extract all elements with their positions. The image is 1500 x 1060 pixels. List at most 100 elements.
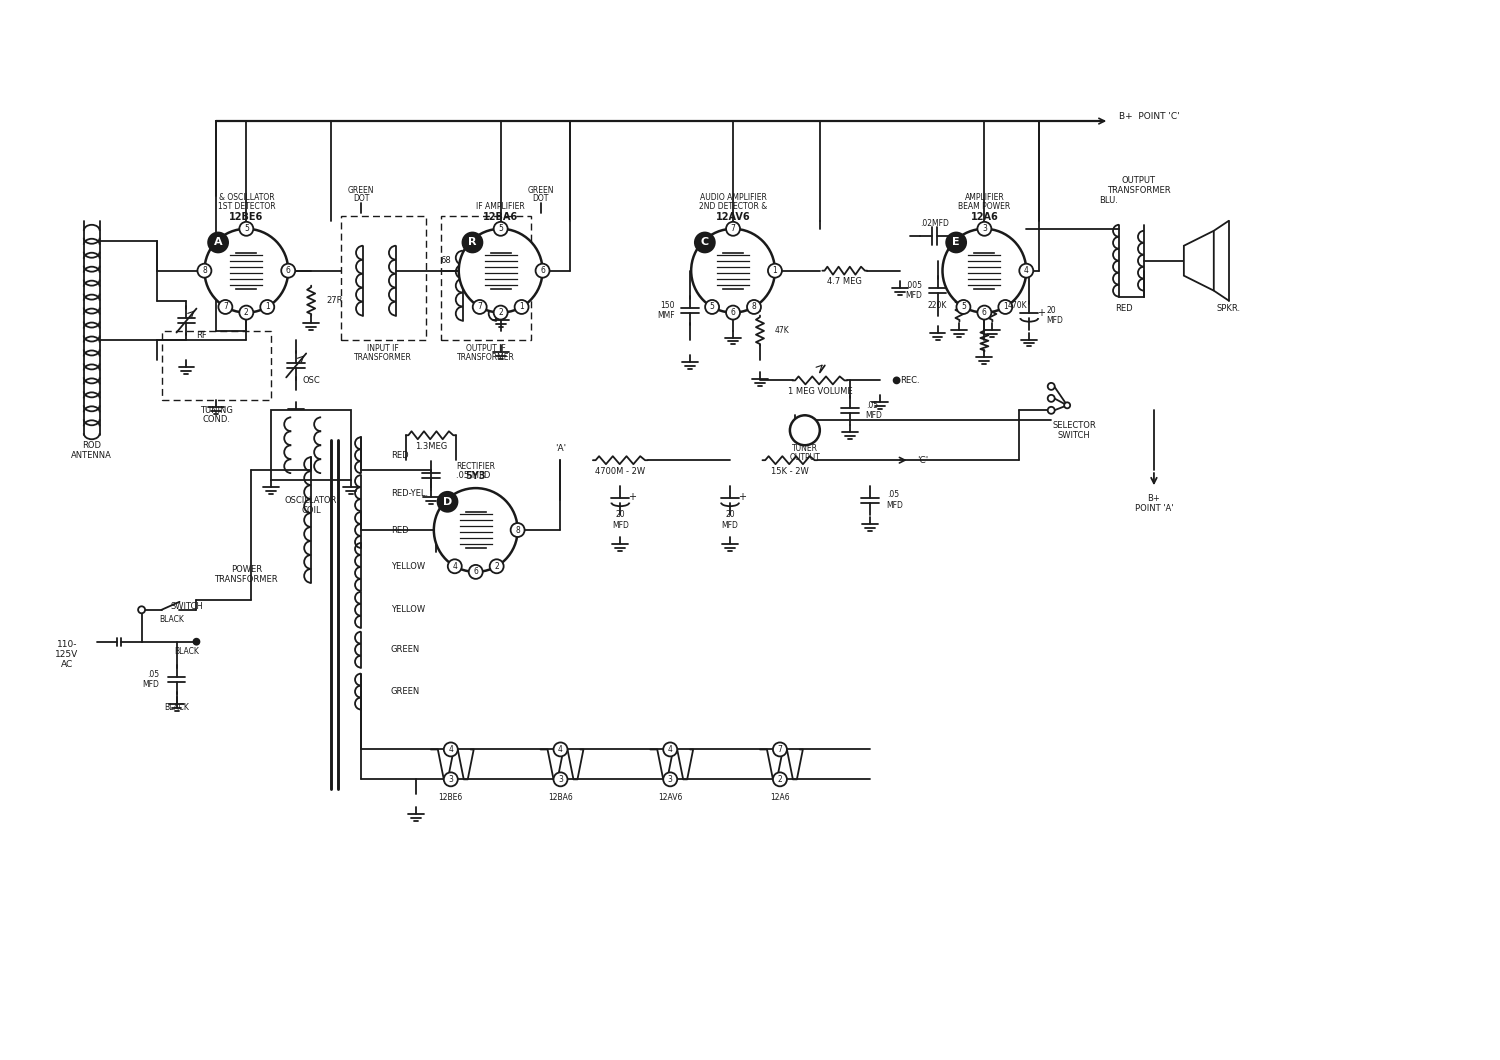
Circle shape [494, 305, 507, 319]
Circle shape [747, 300, 760, 314]
Circle shape [204, 229, 288, 313]
Text: 8: 8 [202, 266, 207, 276]
Text: R: R [468, 237, 477, 247]
Text: 15K - 2W: 15K - 2W [771, 466, 808, 476]
Text: & OSCILLATOR: & OSCILLATOR [219, 193, 274, 202]
Text: 5: 5 [244, 225, 249, 233]
Text: .005
MFD: .005 MFD [906, 281, 922, 300]
Text: OSCILLATOR: OSCILLATOR [285, 496, 338, 505]
Text: RED-YEL.: RED-YEL. [392, 489, 427, 497]
Text: AMPLIFIER: AMPLIFIER [964, 193, 1005, 202]
Circle shape [978, 305, 992, 319]
Text: 8: 8 [752, 302, 756, 312]
Text: IF AMPLIFIER: IF AMPLIFIER [477, 202, 525, 211]
Circle shape [894, 377, 900, 384]
Circle shape [772, 773, 788, 787]
Text: TUNING: TUNING [200, 406, 232, 414]
Text: 3: 3 [558, 775, 562, 783]
Circle shape [536, 264, 549, 278]
Text: BLACK: BLACK [174, 648, 200, 656]
Text: TRANSFORMER: TRANSFORMER [214, 576, 278, 584]
Circle shape [468, 565, 483, 579]
Text: 1.3MEG: 1.3MEG [414, 442, 447, 450]
Circle shape [433, 488, 517, 572]
Text: A: A [214, 237, 222, 247]
Text: BEAM POWER: BEAM POWER [958, 202, 1011, 211]
Text: 68: 68 [441, 257, 452, 265]
Circle shape [692, 229, 776, 313]
Text: 2: 2 [244, 308, 249, 317]
Text: YELLOW: YELLOW [392, 605, 424, 615]
Text: 1ST DETECTOR: 1ST DETECTOR [217, 202, 274, 211]
Circle shape [138, 606, 146, 614]
Text: B+  POINT 'C': B+ POINT 'C' [1119, 111, 1179, 121]
Text: COIL: COIL [302, 506, 321, 514]
Text: RF: RF [196, 331, 207, 340]
Circle shape [999, 300, 1012, 314]
Text: 3: 3 [982, 225, 987, 233]
Text: 1: 1 [772, 266, 777, 276]
Text: 150
MMF: 150 MMF [657, 301, 675, 320]
Text: D: D [442, 497, 452, 507]
Circle shape [978, 222, 992, 235]
Text: SWITCH: SWITCH [1058, 430, 1090, 440]
Text: 12BA6: 12BA6 [483, 212, 518, 222]
Text: 12BE6: 12BE6 [230, 212, 264, 222]
Text: 27R: 27R [326, 296, 342, 305]
Circle shape [489, 560, 504, 573]
Circle shape [942, 229, 1026, 313]
Circle shape [240, 222, 254, 235]
Text: 7: 7 [224, 302, 228, 312]
Text: 125V: 125V [56, 650, 78, 659]
Text: COND.: COND. [202, 414, 231, 424]
Circle shape [198, 264, 211, 278]
Polygon shape [1184, 231, 1214, 290]
Text: 'A': 'A' [555, 444, 566, 453]
Text: 'C': 'C' [918, 456, 928, 464]
Text: 4: 4 [1024, 266, 1029, 276]
Text: 470K: 470K [1008, 301, 1028, 311]
Text: POINT 'A': POINT 'A' [1134, 504, 1173, 513]
Text: .05
MFD: .05 MFD [142, 670, 159, 689]
Bar [162, 331, 272, 401]
Text: BLU.: BLU. [1100, 196, 1119, 206]
Circle shape [280, 264, 296, 278]
Circle shape [694, 232, 715, 252]
Circle shape [194, 639, 200, 644]
Text: ANTENNA: ANTENNA [72, 450, 112, 460]
Text: +: + [628, 492, 636, 502]
Text: 3: 3 [448, 775, 453, 783]
Text: 12A6: 12A6 [970, 212, 999, 222]
Text: GREEN: GREEN [528, 187, 554, 195]
Text: 1 MEG VOLUME: 1 MEG VOLUME [788, 387, 852, 395]
Circle shape [219, 300, 232, 314]
Text: RED: RED [1114, 304, 1132, 313]
Text: 6: 6 [474, 567, 478, 577]
Circle shape [946, 232, 966, 252]
Circle shape [957, 300, 970, 314]
Circle shape [1047, 395, 1054, 402]
Text: TRANSFORMER: TRANSFORMER [1107, 187, 1172, 195]
Text: 6: 6 [982, 308, 987, 317]
Text: BLACK: BLACK [159, 615, 184, 624]
Text: 3: 3 [668, 775, 672, 783]
Text: OUTPUT IF: OUTPUT IF [466, 344, 506, 353]
Text: 1: 1 [1004, 302, 1008, 312]
Text: 4700M - 2W: 4700M - 2W [596, 466, 645, 476]
Text: ROD: ROD [82, 441, 100, 449]
Text: 4: 4 [668, 745, 672, 754]
Text: 20
MFD: 20 MFD [722, 510, 738, 530]
Text: AUDIO AMPLIFIER: AUDIO AMPLIFIER [699, 193, 766, 202]
Text: SPKR.: SPKR. [1216, 304, 1240, 313]
Text: DOT: DOT [352, 194, 369, 204]
Text: E: E [952, 237, 960, 247]
Text: .05
MFD: .05 MFD [865, 401, 882, 420]
Text: TRANSFORMER: TRANSFORMER [354, 353, 413, 361]
Circle shape [494, 222, 507, 235]
Text: 5: 5 [962, 302, 966, 312]
Text: C: C [700, 237, 709, 247]
Text: 110-: 110- [57, 640, 76, 649]
Circle shape [554, 773, 567, 787]
Circle shape [663, 773, 676, 787]
Text: 4.7 MEG: 4.7 MEG [828, 277, 862, 286]
